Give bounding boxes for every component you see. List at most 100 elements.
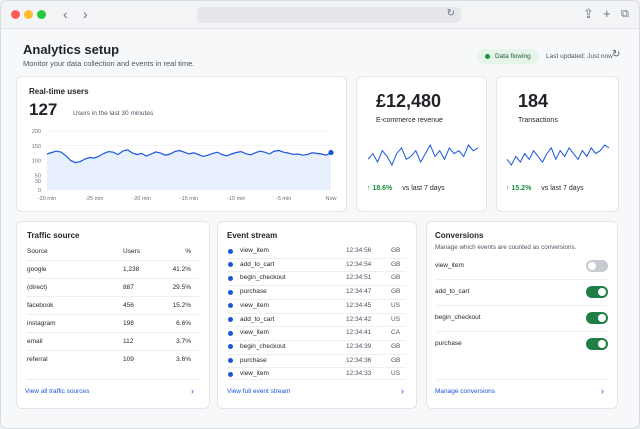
divider: [228, 379, 406, 380]
chevron-right-icon[interactable]: ›: [601, 386, 604, 396]
x-tick-label: -10 min: [227, 196, 245, 202]
conversion-toggle[interactable]: [586, 312, 608, 324]
maximize-window-icon[interactable]: [37, 10, 46, 19]
users-cell: 112: [123, 338, 134, 345]
event-name: begin_checkout: [240, 274, 286, 282]
source-cell: facebook: [27, 302, 54, 309]
plus-icon[interactable]: +: [603, 6, 611, 21]
reload-icon[interactable]: ↻: [446, 8, 455, 19]
event-country: GB: [391, 274, 401, 282]
list-item[interactable]: view_item 12:34:56 GB: [218, 244, 416, 258]
list-item[interactable]: view_item 12:34:45 US: [218, 299, 416, 313]
conversion-toggle[interactable]: [586, 260, 608, 272]
pct-cell: 15.2%: [172, 302, 191, 309]
close-window-icon[interactable]: [11, 10, 20, 19]
list-item[interactable]: begin_checkout 12:34:39 GB: [218, 340, 416, 354]
event-country: US: [391, 315, 401, 323]
transactions-sparkline: [506, 144, 610, 166]
header-source: Source: [27, 248, 48, 255]
event-dot-icon: [228, 262, 233, 268]
event-dot-icon: [228, 358, 233, 364]
users-cell: 887: [123, 284, 134, 291]
area-fill: [47, 149, 331, 190]
pct-cell: 29.5%: [172, 284, 191, 291]
revenue-card: £12,480 E-commerce revenue ↑ 18.6% vs la…: [356, 76, 487, 212]
toggle-knob: [588, 262, 596, 270]
realtime-users-card: Real-time users 127 Users in the last 30…: [16, 76, 347, 212]
refresh-icon[interactable]: ↻: [612, 49, 621, 60]
conversion-row: begin_checkout: [427, 305, 617, 331]
list-item[interactable]: begin_checkout 12:34:51 GB: [218, 271, 416, 285]
conversion-toggle[interactable]: [586, 338, 608, 350]
transactions-trend-caption: vs last 7 days: [541, 185, 584, 192]
event-dot-icon: [228, 330, 233, 336]
divider: [437, 331, 607, 332]
header-users: Users: [123, 248, 140, 255]
list-item[interactable]: add_to_cart 12:34:42 US: [218, 313, 416, 327]
tabs-icon[interactable]: ⧉: [621, 8, 629, 20]
conversion-toggle[interactable]: [586, 286, 608, 298]
transactions-trend: ↑ 15.2% vs last 7 days: [506, 185, 584, 192]
list-item[interactable]: add_to_cart 12:34:54 GB: [218, 258, 416, 272]
list-item[interactable]: purchase 12:34:47 GB: [218, 285, 416, 299]
table-row[interactable]: facebook 456 15.2%: [17, 297, 209, 314]
current-point: [328, 149, 334, 156]
header-pct: %: [185, 248, 191, 255]
x-tick-label: -5 min: [276, 196, 291, 202]
table-row[interactable]: referral 109 3.6%: [17, 351, 209, 368]
view-full-event-stream-link[interactable]: View full event stream: [227, 388, 291, 395]
event-dot-icon: [228, 344, 233, 350]
manage-conversions-link[interactable]: Manage conversions: [435, 388, 495, 395]
divider: [228, 298, 406, 300]
series-line: [46, 149, 332, 164]
realtime-users-caption: Users in the last 30 minutes: [73, 110, 154, 117]
event-dot-icon: [228, 248, 233, 254]
y-tick-label: 100: [32, 159, 41, 165]
event-name: purchase: [240, 356, 267, 364]
toggle-knob: [598, 340, 606, 348]
divider: [27, 296, 199, 297]
last-updated: Last updated: Just now: [546, 53, 613, 60]
table-row[interactable]: (direct) 887 29.5%: [17, 279, 209, 296]
share-icon[interactable]: ⇪: [583, 6, 594, 21]
table-row[interactable]: email 112 3.7%: [17, 333, 209, 350]
view-all-traffic-link[interactable]: View all traffic sources: [25, 388, 90, 395]
event-name: purchase: [240, 288, 267, 296]
event-country: GB: [391, 260, 401, 268]
revenue-value: £12,480: [376, 91, 442, 111]
conversions-subtitle: Manage which events are counted as conve…: [435, 244, 577, 251]
chevron-right-icon[interactable]: ›: [401, 386, 404, 396]
chevron-right-icon[interactable]: ›: [191, 386, 194, 396]
divider: [228, 367, 406, 369]
list-item[interactable]: purchase 12:34:36 GB: [218, 354, 416, 368]
event-country: CA: [391, 329, 401, 337]
conversion-name: add_to_cart: [435, 288, 470, 295]
traffic-table-header: Source Users %: [17, 243, 209, 260]
table-row[interactable]: google 1,238 41.2%: [17, 261, 209, 278]
transactions-trend-value: 15.2%: [511, 185, 532, 192]
revenue-trend: ↑ 18.6% vs last 7 days: [367, 185, 445, 192]
status-badge: Data flowing: [477, 49, 539, 64]
list-item[interactable]: view_item 12:34:41 CA: [218, 326, 416, 340]
list-item[interactable]: view_item 12:34:33 US: [218, 367, 416, 381]
divider: [437, 305, 607, 306]
chevron-right-icon[interactable]: ›: [83, 6, 88, 22]
chevron-left-icon[interactable]: ‹: [63, 6, 68, 22]
conversion-row: view_item: [427, 253, 617, 279]
event-name: add_to_cart: [240, 315, 275, 323]
users-cell: 198: [123, 320, 134, 327]
event-name: begin_checkout: [240, 342, 286, 350]
address-bar[interactable]: ↻: [197, 7, 461, 23]
traffic-source-card: Traffic source Source Users % google 1,23…: [16, 221, 210, 409]
y-tick-label: 30: [35, 179, 41, 185]
event-name: view_item: [240, 370, 269, 378]
minimize-window-icon[interactable]: [24, 10, 33, 19]
table-row[interactable]: instagram 198 6.6%: [17, 315, 209, 332]
pct-cell: 3.7%: [176, 338, 191, 345]
page-title: Analytics setup: [23, 42, 120, 57]
users-cell: 456: [123, 302, 134, 309]
event-country: US: [391, 301, 401, 309]
event-country: GB: [391, 288, 401, 296]
arrow-up-icon: ↑: [506, 185, 510, 192]
